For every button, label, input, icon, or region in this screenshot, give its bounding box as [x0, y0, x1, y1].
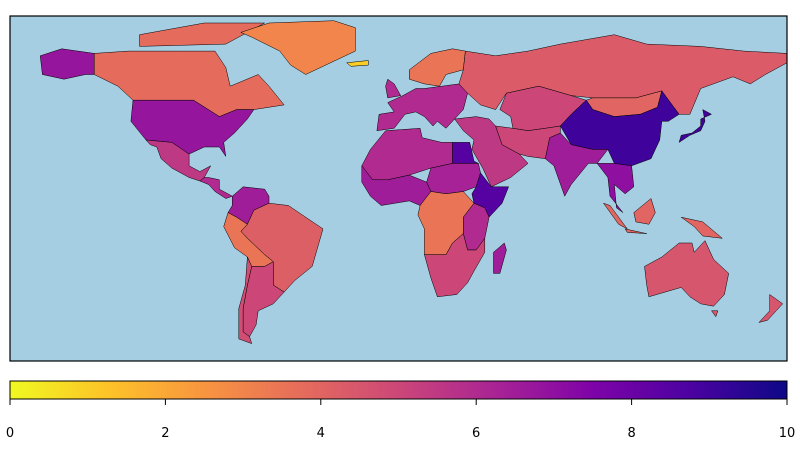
region: [139, 22, 265, 47]
region: [495, 125, 561, 159]
region: [493, 242, 507, 274]
colorbar-tick-label: 2: [161, 426, 169, 441]
region: [454, 116, 529, 188]
colorbar: [9, 380, 788, 400]
region: [680, 216, 723, 239]
region: [624, 228, 647, 234]
region: [644, 240, 729, 307]
colorbar-tick-label: 0: [6, 426, 14, 441]
region: [711, 310, 719, 317]
region: [346, 60, 369, 67]
region: [39, 48, 95, 80]
region: [240, 20, 356, 75]
region: [633, 198, 656, 225]
region: [596, 163, 635, 213]
region: [376, 83, 468, 131]
region: [199, 177, 233, 199]
region: [758, 294, 783, 323]
region: [385, 78, 401, 99]
region: [603, 202, 628, 230]
region: [678, 109, 712, 143]
map-frame: [9, 15, 788, 362]
colorbar-tick-label: 6: [472, 426, 480, 441]
colorbar-tick-label: 10: [779, 426, 796, 441]
region: [238, 256, 252, 344]
colorbar-tick-label: 4: [317, 426, 325, 441]
region: [424, 233, 486, 298]
land: [39, 20, 787, 344]
colorbar-tick-label: 8: [627, 426, 635, 441]
region: [452, 142, 479, 164]
